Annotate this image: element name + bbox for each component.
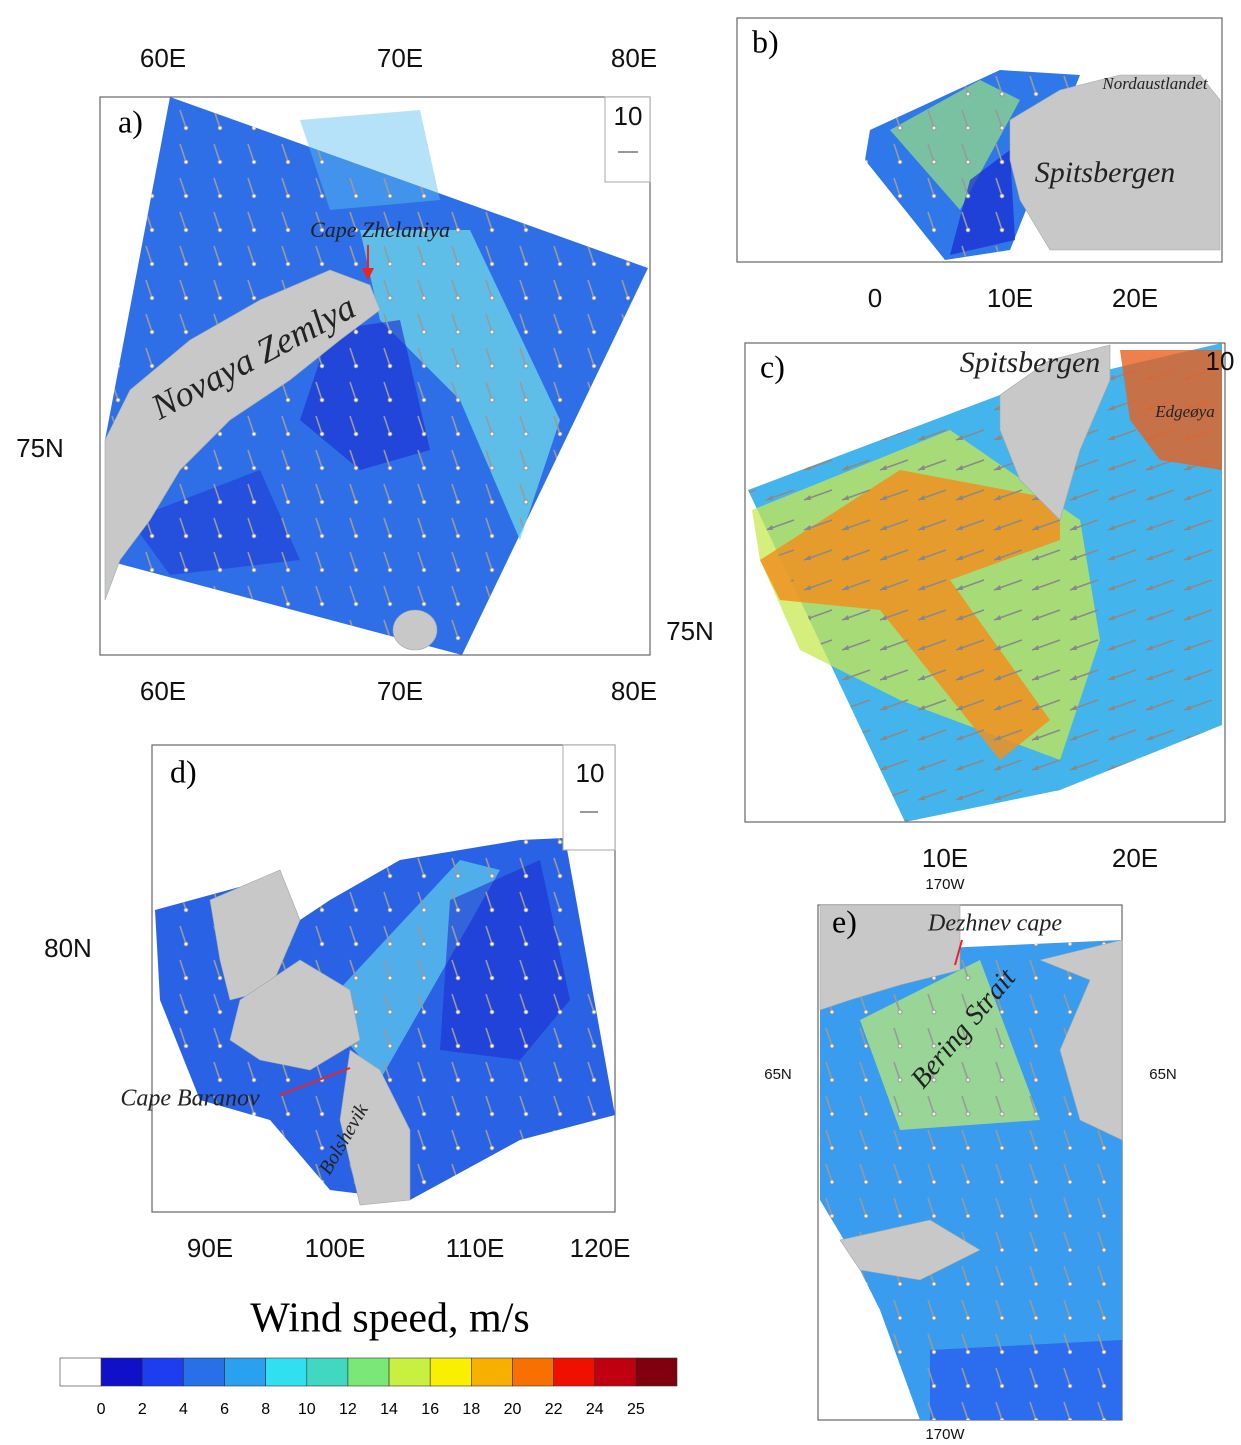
panel-label: b): [752, 23, 779, 59]
panel-b: b) 0 10E 20E Nordaustlandet Spitsbergen: [737, 18, 1222, 313]
y-tick-label: 75N: [16, 433, 64, 463]
panel-c: c) 10 75N 10E 20E Spitsbergen Edgeøya: [666, 343, 1234, 873]
panel-label: a): [118, 103, 143, 139]
color-swatch: [348, 1358, 389, 1386]
colorbar-label: 4: [179, 1401, 188, 1418]
color-swatch: [266, 1358, 307, 1386]
color-swatch: [636, 1358, 677, 1386]
panel-label: e): [832, 903, 857, 939]
place-name: Spitsbergen: [1035, 156, 1176, 189]
reference-vector: 10: [576, 758, 605, 788]
y-tick-label: 65N: [1149, 1066, 1177, 1083]
y-tick-label: 80N: [44, 933, 92, 963]
y-tick-label: 75N: [666, 616, 714, 646]
colorbar-label: 22: [545, 1401, 563, 1418]
x-tick-label: 120E: [570, 1233, 631, 1263]
x-tick-label: 80E: [611, 676, 657, 706]
colorbar-label: 20: [504, 1401, 522, 1418]
colorbar-label: 18: [462, 1401, 480, 1418]
color-swatch: [307, 1358, 348, 1386]
x-tick-label: 0: [868, 283, 882, 313]
reference-vector: 10: [614, 101, 643, 131]
color-swatch: [225, 1358, 266, 1386]
color-swatch: [389, 1358, 430, 1386]
colorbar-label: 25: [627, 1401, 645, 1418]
colorbar-label: 6: [220, 1401, 229, 1418]
reference-vector: 10: [1206, 346, 1235, 376]
colorbar-label: 24: [586, 1401, 604, 1418]
color-swatch: [554, 1358, 595, 1386]
place-name: Dezhnev cape: [927, 911, 1062, 937]
x-tick-label: 170W: [925, 876, 965, 893]
colorbar-label: 10: [298, 1401, 316, 1418]
place-name: Edgeøya: [1154, 402, 1214, 421]
color-swatch: [60, 1358, 101, 1386]
panel-label: c): [760, 348, 785, 384]
x-tick-label: 90E: [187, 1233, 233, 1263]
color-swatch: [101, 1358, 142, 1386]
x-tick-label: 100E: [305, 1233, 366, 1263]
color-swatch: [471, 1358, 512, 1386]
place-name: Nordaustlandet: [1101, 74, 1208, 93]
y-tick-label: 65N: [764, 1066, 792, 1083]
color-swatch: [183, 1358, 224, 1386]
x-tick-label: 70E: [377, 43, 423, 73]
panel-d: 10 d) 80N 90E 100E 110E 120E Cape Barano…: [44, 745, 630, 1263]
x-tick-label: 80E: [611, 43, 657, 73]
colorbar-label: 2: [138, 1401, 147, 1418]
x-tick-label: 10E: [922, 843, 968, 873]
x-tick-label: 20E: [1112, 843, 1158, 873]
color-swatch: [512, 1358, 553, 1386]
x-tick-label: 60E: [140, 43, 186, 73]
land: [393, 610, 437, 650]
color-swatch: [430, 1358, 471, 1386]
colorbar-title: Wind speed, m/s: [250, 1296, 529, 1342]
place-name: Spitsbergen: [960, 346, 1101, 379]
colorbar-label: 14: [380, 1401, 398, 1418]
color-swatch: [595, 1358, 636, 1386]
place-name: Cape Zhelaniya: [310, 217, 450, 242]
place-name: Cape Baranov: [120, 1086, 260, 1112]
colorbar-label: 8: [261, 1401, 270, 1418]
colorbar-label: 12: [339, 1401, 357, 1418]
colorbar-label: 0: [97, 1401, 106, 1418]
x-tick-label: 70E: [377, 676, 423, 706]
x-tick-label: 20E: [1112, 283, 1158, 313]
colorbar-label: 16: [421, 1401, 439, 1418]
x-tick-label: 170W: [925, 1426, 965, 1443]
x-tick-label: 10E: [987, 283, 1033, 313]
color-swatch: [142, 1358, 183, 1386]
panel-a: 10 a) 60E 70E 80E 60E 70E 80E 75N Novaya…: [16, 43, 657, 706]
x-tick-label: 60E: [140, 676, 186, 706]
x-tick-label: 110E: [446, 1233, 505, 1263]
panel-e: e) 170W 170W 65N 65N Dezhnev cape Bering…: [764, 876, 1177, 1443]
figure: 10 a) 60E 70E 80E 60E 70E 80E 75N Novaya…: [0, 0, 1241, 1445]
panel-label: d): [170, 753, 197, 789]
